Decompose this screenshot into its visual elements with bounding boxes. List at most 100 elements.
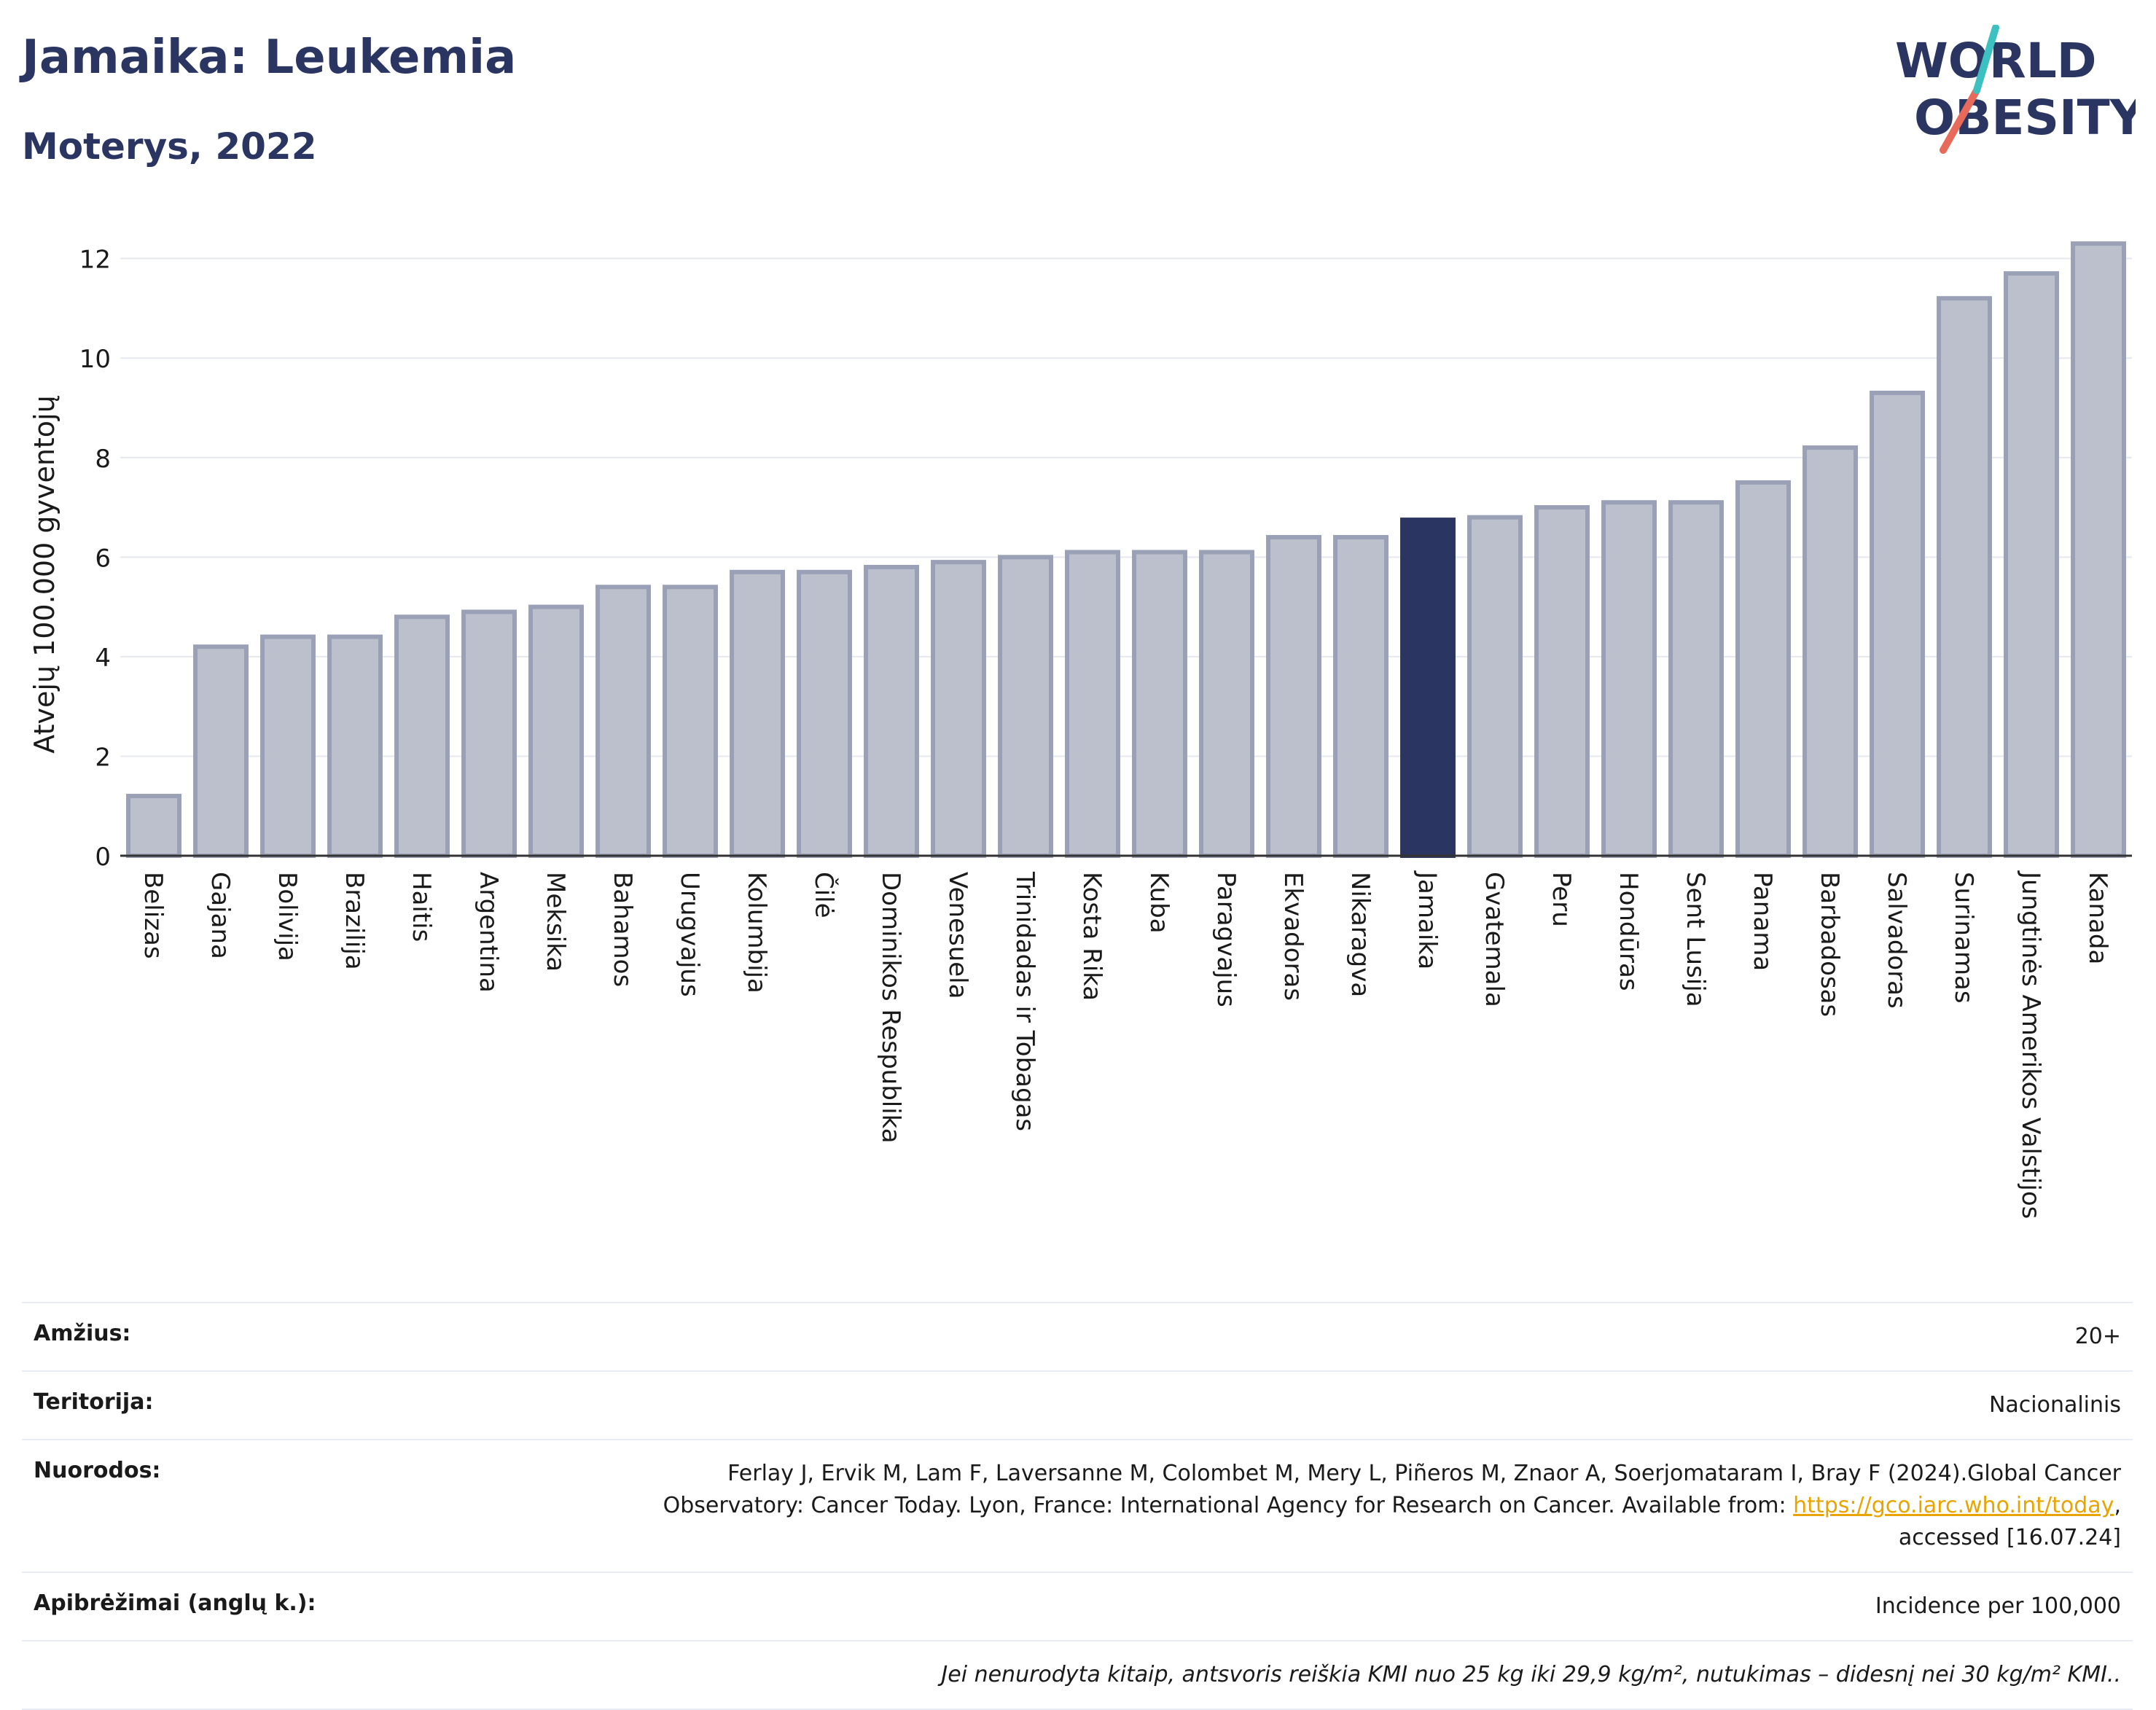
note-spacer: [22, 1640, 424, 1710]
x-tick-label: Panama: [1748, 872, 1777, 971]
bar: [260, 634, 316, 858]
x-tick-label: Jungtinės Amerikos Valstijos: [2016, 870, 2045, 1219]
x-tick-label: Kosta Rika: [1077, 872, 1106, 1001]
page-subtitle: Moterys, 2022: [22, 125, 317, 168]
bar: [1132, 550, 1187, 858]
info-row-note: Jei nenurodyta kitaip, antsvoris reiškia…: [22, 1640, 2133, 1710]
definitions-value: Incidence per 100,000: [424, 1572, 2133, 1641]
x-tick-label: Sent Lusija: [1681, 872, 1710, 1007]
bar: [2071, 241, 2126, 858]
info-table: Amžius: 20+ Teritorija: Nacionalinis Nuo…: [22, 1302, 2133, 1710]
bar: [1601, 500, 1657, 858]
references-value: Ferlay J, Ervik M, Lam F, Laversanne M, …: [424, 1439, 2133, 1572]
bar: [1266, 535, 1321, 858]
y-tick-label: 2: [95, 743, 111, 772]
y-tick-label: 10: [79, 345, 111, 374]
bar: [998, 555, 1053, 858]
references-text-2: Observatory: Cancer Today. Lyon, France:…: [663, 1493, 1794, 1518]
x-tick-label: Barbadosas: [1815, 872, 1844, 1017]
bars-layer: [120, 241, 2132, 858]
references-link[interactable]: https://gco.iarc.who.int/today: [1793, 1493, 2114, 1518]
bar: [1735, 480, 1791, 858]
x-tick-label: Urugvajus: [675, 872, 704, 997]
territory-label: Teritorija:: [22, 1370, 424, 1440]
y-tick-label: 6: [95, 544, 111, 573]
x-tick-label: Dominikos Respublika: [876, 872, 905, 1144]
x-tick-label: Gvatemala: [1480, 872, 1509, 1007]
x-tick-label: Trinidadas ir Tobagas: [1010, 871, 1039, 1131]
references-label: Nuorodos:: [22, 1439, 424, 1572]
x-tick-label: Salvadoras: [1882, 872, 1911, 1009]
references-text-1: Ferlay J, Ervik M, Lam F, Laversanne M, …: [727, 1461, 2121, 1486]
references-text-3: ,: [2114, 1493, 2121, 1518]
logo-line1: WORLD: [1895, 33, 2097, 89]
x-tick-label: Hondūras: [1614, 872, 1643, 991]
x-tick-label: Peru: [1547, 872, 1576, 927]
x-tick-label: Kolumbija: [742, 872, 771, 993]
x-tick-label: Belizas: [138, 872, 168, 959]
x-tick-label: Ekvadoras: [1278, 872, 1308, 1001]
info-row-definitions: Apibrėžimai (anglų k.): Incidence per 10…: [22, 1572, 2133, 1641]
footnote: Jei nenurodyta kitaip, antsvoris reiškia…: [424, 1640, 2133, 1710]
x-tick-label: Paragvajus: [1211, 872, 1241, 1007]
bar: [126, 794, 181, 858]
x-tick-label: Čilė: [809, 872, 839, 918]
bar: [1065, 550, 1120, 858]
x-tick-label: Argentina: [474, 872, 503, 993]
logo-slash-upper: [1973, 25, 1999, 94]
info-row-references: Nuorodos: Ferlay J, Ervik M, Lam F, Lave…: [22, 1439, 2133, 1572]
bar: [931, 560, 986, 858]
age-label: Amžius:: [22, 1302, 424, 1371]
bar: [1467, 515, 1523, 858]
x-tick-label: Kuba: [1144, 872, 1173, 934]
bar: [595, 585, 651, 858]
bar: [461, 609, 517, 858]
y-axis-label: Atvejų 100.000 gyventojų: [28, 395, 60, 753]
bar: [1668, 500, 1724, 858]
bar-chart: Belizas Gajana Bolivija Brazilija Haitis Arge…: [28, 241, 2132, 1219]
bar: [1802, 445, 1858, 858]
bar: [1333, 535, 1388, 858]
x-tick-label: Bahamos: [608, 872, 637, 987]
references-text-4: accessed [16.07.24]: [1898, 1525, 2121, 1550]
y-tick-label: 12: [79, 246, 111, 275]
x-tick-label: Surinamas: [1949, 872, 1978, 1004]
bar: [528, 604, 584, 858]
x-tick-label: Meksika: [541, 872, 570, 972]
y-tick-label: 8: [95, 445, 111, 474]
logo-slash-lower: [1940, 87, 1980, 154]
x-tick-label: Venesuela: [943, 872, 972, 999]
x-tick-label: Bolivija: [273, 872, 302, 961]
bar: [193, 644, 249, 858]
y-tick-labels: 0 2 4 6 8 10 12: [79, 246, 111, 872]
y-tick-label: 0: [95, 843, 111, 872]
bar: [2004, 271, 2059, 858]
bar: [730, 569, 785, 858]
bar: [1870, 390, 1925, 858]
bar: [797, 569, 852, 858]
y-tick-label: 4: [95, 644, 111, 673]
territory-value: Nacionalinis: [424, 1370, 2133, 1440]
info-row-age: Amžius: 20+: [22, 1302, 2133, 1371]
bar: [1199, 550, 1254, 858]
bar: [1534, 505, 1590, 858]
x-tick-label: Haitis: [407, 872, 436, 942]
bar: [864, 564, 919, 858]
age-value: 20+: [424, 1302, 2133, 1371]
bar: [663, 585, 718, 858]
page-title: Jamaika: Leukemia: [22, 31, 517, 85]
info-row-territory: Teritorija: Nacionalinis: [22, 1370, 2133, 1440]
grid-layer: [120, 257, 2132, 757]
x-tick-label: Jamaika: [1413, 870, 1442, 969]
x-tick-label: Kanada: [2083, 872, 2112, 964]
bar: [394, 614, 450, 858]
x-tick-label: Gajana: [206, 872, 235, 959]
definitions-label: Apibrėžimai (anglų k.):: [22, 1572, 424, 1641]
bar: [1937, 296, 1992, 858]
bar-highlighted: [1400, 518, 1456, 858]
bar: [327, 634, 383, 858]
world-obesity-logo: WORLD OBESITY: [1895, 25, 2136, 154]
x-tick-label: Brazilija: [340, 872, 369, 970]
x-tick-label: Nikaragva: [1345, 872, 1375, 997]
x-tick-labels: Belizas Gajana Bolivija Brazilija Haitis Arge…: [138, 870, 2112, 1219]
